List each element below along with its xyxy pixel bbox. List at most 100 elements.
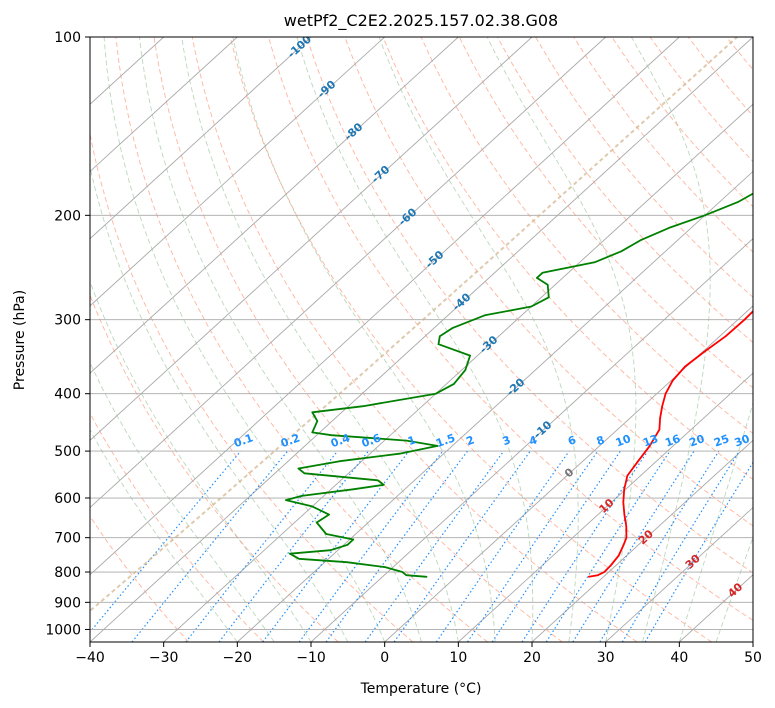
y-tick-label: 400 xyxy=(54,387,81,403)
mixing-ratio-label: 16 xyxy=(663,432,682,450)
mixing-ratio-label: 0.1 xyxy=(232,431,255,450)
temperature-data-point xyxy=(743,318,746,321)
temperature-data-point xyxy=(664,392,667,395)
temperature-data-point xyxy=(703,351,705,353)
mixing-ratio-line xyxy=(90,450,242,633)
mixing-ratio-label: 13 xyxy=(641,432,660,449)
dewpoint-data-point xyxy=(352,488,354,491)
dewpoint-data-point xyxy=(383,484,385,486)
dewpoint-data-point xyxy=(311,505,314,508)
temperature-data-point xyxy=(658,428,661,431)
x-tick-label: −30 xyxy=(149,650,179,666)
y-axis-label: Pressure (hPa) xyxy=(12,290,28,390)
dewpoint-data-point xyxy=(668,227,670,229)
mixing-ratio-line xyxy=(435,450,570,642)
isotherm-line xyxy=(458,372,753,642)
x-tick-label: −40 xyxy=(75,650,105,666)
temperature-data-point xyxy=(659,417,661,420)
dry-adiabat-line xyxy=(497,37,753,344)
y-tick-label: 1000 xyxy=(45,622,81,638)
isotherm-line xyxy=(163,103,753,642)
mixing-ratio-line xyxy=(572,450,695,642)
moist-adiabat-line xyxy=(139,37,422,642)
dewpoint-data-point xyxy=(451,327,454,329)
dewpoint-data-point xyxy=(303,472,306,475)
dewpoint-data-point xyxy=(484,314,486,317)
isotherm-line xyxy=(605,506,753,642)
isotherm-line xyxy=(531,439,753,642)
mixing-ratio-label: 8 xyxy=(595,433,607,448)
mixing-ratio-label: 3 xyxy=(501,433,513,448)
moist-adiabat-line xyxy=(631,37,711,642)
temperature-data-point xyxy=(609,564,612,567)
isotherm-line xyxy=(237,170,753,642)
mixing-ratio-line xyxy=(621,450,740,642)
moist-adiabat-line xyxy=(90,280,312,642)
mixing-ratio-line xyxy=(521,450,649,642)
temperature-data-point xyxy=(622,501,625,504)
dry-adiabat-line xyxy=(382,37,753,481)
moist-adiabat-line xyxy=(715,536,753,642)
dewpoint-data-point xyxy=(541,272,544,274)
y-tick-label: 900 xyxy=(54,595,81,611)
temperature-data-point xyxy=(724,335,727,338)
temperature-data-point xyxy=(623,488,625,491)
y-tick-label: 800 xyxy=(54,565,81,581)
temperature-data-point xyxy=(597,574,599,576)
moist-adiabat-line xyxy=(378,37,579,642)
dewpoint-data-point xyxy=(704,214,706,217)
dewpoint-data-point xyxy=(315,521,318,524)
y-tick-label: 100 xyxy=(54,30,81,46)
x-tick-label: 0 xyxy=(380,650,389,666)
mixing-ratio-label: 0.2 xyxy=(279,431,302,450)
dewpoint-data-point xyxy=(346,544,349,546)
mixing-ratio-line xyxy=(545,450,671,642)
dewpoint-data-point xyxy=(300,495,303,497)
dry-adiabat-line xyxy=(115,37,488,642)
mixing-ratio-label: 20 xyxy=(687,432,706,450)
x-tick-label: −10 xyxy=(296,650,326,666)
isotherm-line xyxy=(90,37,459,374)
mixing-ratio-label: 30 xyxy=(733,432,752,450)
dry-adiabat-line xyxy=(229,37,712,642)
y-tick-label: 500 xyxy=(54,444,81,460)
dewpoint-data-point xyxy=(384,566,387,568)
temperature-data-point xyxy=(625,536,628,539)
dewpoint-data-point xyxy=(548,296,550,299)
isotherm-line xyxy=(384,305,753,642)
mixing-ratio-line xyxy=(325,450,468,642)
dewpoint-data-point xyxy=(346,561,348,563)
mixing-ratio-label: 10 xyxy=(614,432,633,450)
mixing-ratio-line xyxy=(393,450,531,642)
dewpoint-data-point xyxy=(298,558,300,560)
dry-adiabat-line xyxy=(90,412,264,642)
mixing-ratio-label: 0.6 xyxy=(360,431,383,450)
dewpoint-data-point xyxy=(325,533,328,535)
dewpoint-data-point xyxy=(352,538,355,541)
moist-adiabat-line xyxy=(103,37,386,642)
isotherm-line xyxy=(90,37,680,576)
temperature-data-point xyxy=(762,301,764,303)
dewpoint-data-point xyxy=(640,239,642,241)
isotherm-line xyxy=(90,37,312,240)
dewpoint-data-point xyxy=(329,549,332,551)
x-tick-label: 40 xyxy=(670,650,688,666)
y-tick-label: 700 xyxy=(54,531,81,547)
dewpoint-data-point xyxy=(439,335,441,338)
dewpoint-data-point xyxy=(469,354,471,357)
mixing-ratio-label: 1.5 xyxy=(434,431,457,450)
dewpoint-data-point xyxy=(330,434,333,437)
mixing-ratio-label: 1 xyxy=(406,433,418,448)
dewpoint-data-point xyxy=(297,467,300,470)
mixing-ratio-line xyxy=(491,450,621,642)
dewpoint-data-point xyxy=(546,284,549,286)
moist-adiabat-line xyxy=(90,361,275,642)
isotherm-line xyxy=(90,37,238,173)
isotherm-line xyxy=(310,238,753,642)
dewpoint-data-point xyxy=(405,439,408,442)
isotherm-line xyxy=(90,37,533,441)
dry-adiabat-line xyxy=(535,37,753,298)
dry-adiabat-line xyxy=(268,37,753,621)
mixing-ratio-label: 4 xyxy=(527,433,539,448)
dry-adiabat-line xyxy=(306,37,753,574)
